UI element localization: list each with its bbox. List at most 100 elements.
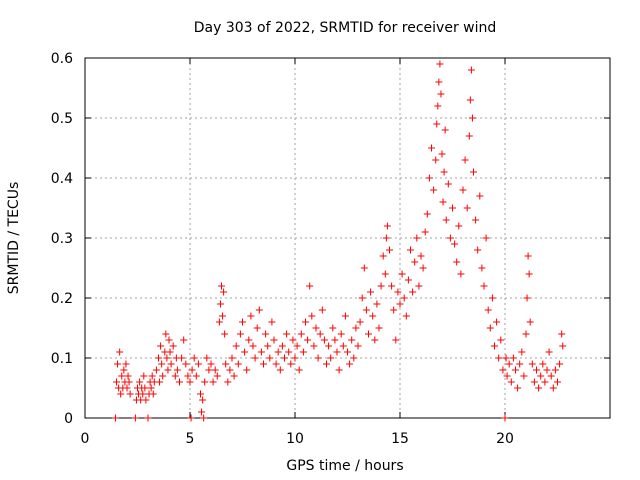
- data-point: [467, 66, 475, 74]
- data-point: [205, 366, 213, 374]
- data-point: [276, 366, 284, 374]
- data-point: [136, 378, 144, 386]
- data-point: [287, 360, 295, 368]
- data-point: [197, 390, 204, 398]
- data-point: [476, 192, 484, 200]
- data-point: [453, 258, 461, 266]
- data-point: [113, 378, 120, 386]
- data-point: [216, 300, 224, 308]
- data-point: [232, 342, 240, 350]
- data-point: [236, 330, 244, 338]
- data-point: [158, 360, 166, 368]
- data-point: [369, 312, 377, 320]
- data-point: [362, 306, 370, 314]
- y-tick-label: 0.2: [51, 291, 73, 307]
- data-point: [293, 342, 301, 350]
- data-point: [176, 378, 183, 386]
- data-point: [434, 102, 442, 110]
- data-point: [455, 222, 463, 230]
- data-point: [260, 360, 267, 368]
- data-point: [390, 306, 398, 314]
- data-point: [358, 294, 366, 302]
- data-point: [499, 366, 507, 374]
- data-point: [394, 288, 402, 296]
- data-point: [207, 360, 215, 368]
- data-point: [220, 288, 228, 296]
- data-point: [316, 330, 324, 338]
- data-point: [199, 396, 207, 404]
- chart-title: Day 303 of 2022, SRMTID for receiver win…: [194, 20, 497, 36]
- data-point: [470, 168, 477, 176]
- data-point: [219, 312, 227, 320]
- data-point: [310, 342, 318, 350]
- x-tick-label: 10: [286, 431, 304, 447]
- data-point: [283, 330, 291, 338]
- data-point: [140, 372, 148, 380]
- data-point: [539, 360, 547, 368]
- data-point: [163, 354, 171, 362]
- data-point: [507, 378, 515, 386]
- data-point: [491, 342, 498, 350]
- data-point: [318, 306, 326, 314]
- data-point: [522, 330, 530, 338]
- data-point: [415, 282, 423, 290]
- data-point: [144, 414, 152, 422]
- data-point: [274, 348, 282, 356]
- y-tick-label: 0.1: [51, 351, 73, 367]
- data-point: [192, 372, 200, 380]
- data-point: [449, 204, 456, 212]
- data-point: [428, 144, 435, 152]
- data-point: [549, 384, 557, 392]
- data-point: [268, 318, 276, 326]
- data-point: [559, 342, 567, 350]
- data-point: [257, 348, 265, 356]
- data-point: [377, 282, 385, 290]
- data-point: [344, 348, 351, 356]
- data-point: [348, 336, 356, 344]
- data-point: [221, 330, 229, 338]
- data-point: [184, 372, 192, 380]
- data-point: [545, 348, 553, 356]
- y-tick-label: 0.5: [51, 111, 73, 127]
- data-point: [285, 348, 293, 356]
- data-point: [304, 336, 312, 344]
- data-point: [122, 360, 130, 368]
- data-point: [516, 360, 524, 368]
- data-point: [264, 342, 272, 350]
- data-point: [493, 318, 501, 326]
- data-point: [222, 360, 230, 368]
- data-point: [502, 354, 510, 362]
- data-point: [253, 324, 261, 332]
- data-point: [166, 348, 174, 356]
- data-point: [224, 378, 232, 386]
- data-point: [126, 390, 134, 398]
- data-point: [149, 390, 157, 398]
- x-axis: 0 5 10 15 20: [81, 58, 514, 447]
- x-tick-label: 15: [391, 431, 409, 447]
- data-point: [190, 354, 198, 362]
- data-point: [432, 156, 440, 164]
- data-point: [337, 330, 345, 338]
- data-point: [482, 234, 490, 242]
- data-point: [411, 258, 419, 266]
- data-point: [234, 360, 242, 368]
- data-point: [215, 318, 223, 326]
- data-point: [419, 264, 427, 272]
- y-tick-label: 0.6: [51, 51, 73, 67]
- data-point: [302, 318, 309, 326]
- data-points: [111, 60, 567, 422]
- data-point: [457, 270, 465, 278]
- data-point: [325, 342, 333, 350]
- data-point: [466, 96, 474, 104]
- data-point: [157, 342, 165, 350]
- data-point: [270, 336, 278, 344]
- data-point: [512, 366, 519, 374]
- data-point: [423, 210, 431, 218]
- data-point: [407, 246, 414, 254]
- data-point: [251, 354, 259, 362]
- data-point: [551, 366, 559, 374]
- data-point: [530, 378, 538, 386]
- data-point: [262, 330, 270, 338]
- data-point: [141, 384, 149, 392]
- data-point: [211, 366, 219, 374]
